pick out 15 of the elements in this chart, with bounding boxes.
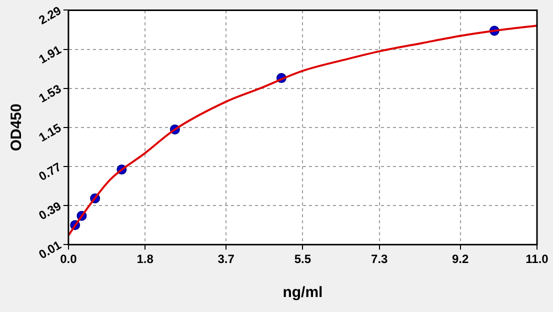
- y-tick-label: 1.53: [36, 82, 64, 106]
- x-tick-label: 3.7: [218, 252, 235, 266]
- y-axis-title: OD450: [8, 104, 26, 152]
- y-tick-label: 1.15: [36, 120, 64, 145]
- x-tick-label: 7.3: [371, 252, 388, 266]
- x-tick-label: 5.5: [294, 252, 312, 266]
- x-tick-label: 11.0: [526, 252, 549, 266]
- x-tick-label: 9.2: [452, 252, 469, 266]
- y-tick-label: 1.91: [36, 42, 64, 66]
- x-tick-label: 0.0: [60, 252, 78, 266]
- y-tick-label: 0.77: [36, 160, 64, 184]
- y-tick-label: 0.39: [36, 198, 64, 223]
- x-tick-label: 1.8: [136, 252, 154, 266]
- x-axis-title: ng/ml: [282, 284, 323, 302]
- y-tick-label: 2.29: [36, 3, 64, 28]
